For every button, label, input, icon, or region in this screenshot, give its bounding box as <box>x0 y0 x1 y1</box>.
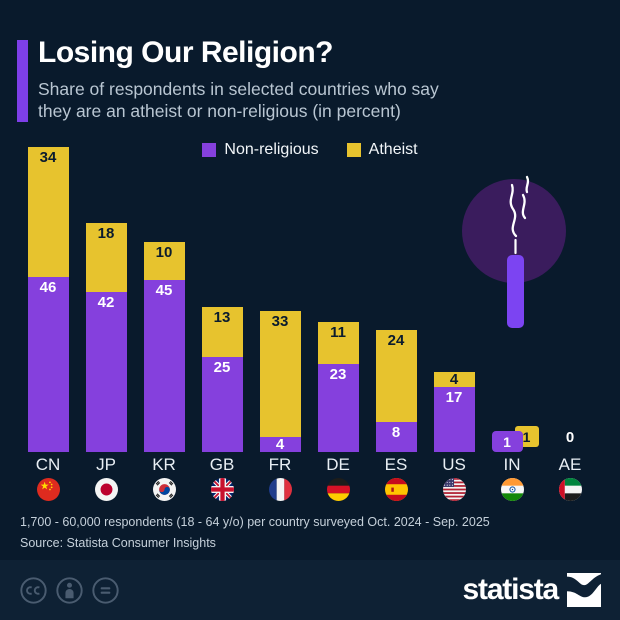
incense-illustration <box>462 175 566 328</box>
bar-segment-atheist: 11 <box>317 322 359 365</box>
gb-flag-icon <box>210 478 234 501</box>
country-label: KR <box>152 455 176 474</box>
license-icons <box>19 576 120 605</box>
bar-value-label: 23 <box>329 366 347 384</box>
bar-segment-nonreligious: 23 <box>317 364 359 452</box>
bar-value-label: 25 <box>213 358 231 376</box>
chart-legend: Non-religious Atheist <box>0 141 620 159</box>
bar-value-label: 42 <box>97 293 115 311</box>
bar-badge-nonreligious: 1 <box>491 431 523 452</box>
bar-segment-nonreligious: 42 <box>85 291 127 452</box>
attribution-icon[interactable] <box>55 576 84 605</box>
bar-segment-atheist: 10 <box>143 242 185 281</box>
jp-flag-icon <box>94 478 118 501</box>
smoke-icon <box>509 175 530 238</box>
title-accent-bar <box>17 40 28 122</box>
page-subtitle: Share of respondents in selected countri… <box>38 79 439 122</box>
country-label: US <box>442 455 466 474</box>
bar-segment-nonreligious: 8 <box>375 421 417 452</box>
fr-flag-icon <box>268 478 292 501</box>
cc-icon[interactable] <box>19 576 48 605</box>
bar-value-label: 10 <box>155 244 173 262</box>
bar-segment-nonreligious: 4 <box>259 435 301 453</box>
bar-segment-nonreligious: 25 <box>201 356 243 452</box>
country-label: ES <box>384 455 408 474</box>
country-label: FR <box>268 455 292 474</box>
bar-value-label: 4 <box>449 371 459 389</box>
footer-band: statista <box>0 560 620 620</box>
survey-note: 1,700 - 60,000 respondents (18 - 64 y/o)… <box>20 515 490 529</box>
bar-value-label: 4 <box>275 435 285 453</box>
bar-zero-label: 0 <box>565 429 575 446</box>
bar-value-label: 34 <box>39 149 57 166</box>
cn-flag-icon <box>36 478 60 501</box>
bar-value-label: 17 <box>445 389 463 407</box>
legend-label-nonreligious: Non-religious <box>224 141 319 158</box>
incense-stick <box>507 255 524 328</box>
statista-logo[interactable]: statista <box>463 573 601 607</box>
in-flag-icon <box>500 478 524 501</box>
subtitle-line-2: they are an atheist or non-religious (in… <box>38 100 401 121</box>
statista-wordmark: statista <box>462 573 560 606</box>
bar-value-label: 33 <box>271 312 289 330</box>
us-flag-icon <box>442 478 466 501</box>
de-flag-icon <box>326 478 350 501</box>
bar-value-label: 13 <box>213 309 231 327</box>
legend-item-atheist: Atheist <box>346 141 418 159</box>
bar-segment-nonreligious: 46 <box>27 276 69 452</box>
bar-value-label: 11 <box>330 324 346 342</box>
nd-icon[interactable] <box>91 576 120 605</box>
ae-flag-icon <box>558 478 582 501</box>
statista-logo-icon <box>567 573 601 607</box>
country-label: CN <box>35 455 61 474</box>
bar-value-label: 45 <box>155 282 173 300</box>
source-line: Source: Statista Consumer Insights <box>20 536 216 550</box>
bar-segment-atheist: 33 <box>259 310 301 437</box>
bar-value-label: 18 <box>97 225 115 243</box>
bar-segment-atheist: 4 <box>433 371 475 389</box>
bar-value-label: 24 <box>387 332 405 349</box>
bar-segment-atheist: 13 <box>201 307 243 357</box>
legend-item-nonreligious: Non-religious <box>202 141 319 159</box>
legend-label-atheist: Atheist <box>368 141 418 158</box>
bar-value-label: 46 <box>39 278 57 296</box>
page-title: Losing Our Religion? <box>38 36 333 69</box>
kr-flag-icon <box>152 478 176 501</box>
bar-segment-atheist: 34 <box>27 147 69 277</box>
country-label: JP <box>96 455 116 474</box>
bar-segment-nonreligious: 45 <box>143 280 185 452</box>
subtitle-line-1: Share of respondents in selected countri… <box>38 79 439 99</box>
bar-segment-atheist: 18 <box>85 223 127 292</box>
country-label: AE <box>558 455 582 474</box>
nonreligious-swatch-icon <box>202 143 217 157</box>
country-label: GB <box>209 455 235 474</box>
es-flag-icon <box>384 478 408 501</box>
country-label: DE <box>326 455 350 474</box>
atheist-swatch-icon <box>346 143 361 157</box>
bar-value-label: 8 <box>391 423 401 441</box>
bar-segment-nonreligious: 17 <box>433 387 475 452</box>
bar-segment-atheist: 24 <box>375 330 417 422</box>
country-label: IN <box>503 455 521 474</box>
